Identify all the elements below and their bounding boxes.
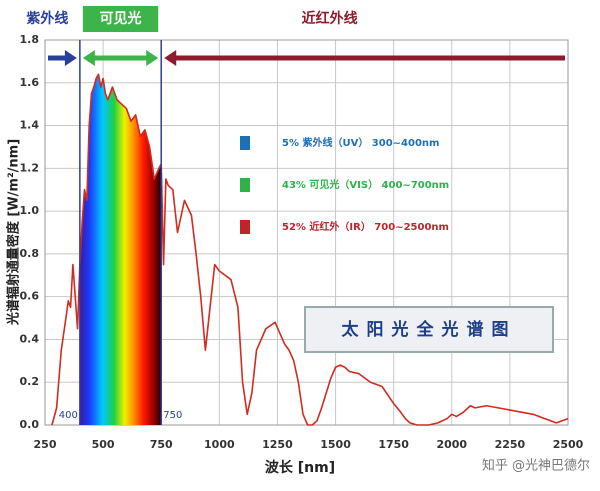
- x-tick-label: 500: [92, 438, 115, 451]
- y-tick-label: 1.0: [20, 204, 40, 217]
- x-tick-label: 750: [150, 438, 173, 451]
- x-tick-label: 1000: [204, 438, 235, 451]
- y-tick-label: 0.6: [20, 290, 40, 303]
- band-label: 近红外线: [302, 10, 358, 27]
- x-tick-label: 1250: [262, 438, 293, 451]
- band: 紫外线: [26, 10, 77, 66]
- y-tick-label: 1.4: [20, 119, 40, 132]
- y-tick-label: 1.6: [20, 76, 40, 89]
- y-tick-label: 0.2: [20, 375, 40, 388]
- legend-swatch: [240, 220, 250, 234]
- x-axis-label: 波长 [nm]: [265, 459, 335, 476]
- band-arrow-head: [164, 50, 177, 66]
- legend-text: 52% 近红外（IR） 700~2500nm: [282, 220, 449, 233]
- band: 可见光: [82, 6, 159, 66]
- plot: [51, 40, 569, 426]
- band-label-bg: [82, 6, 159, 32]
- legend-swatch: [240, 178, 250, 192]
- legend-text: 5% 紫外线（UV） 300~400nm: [282, 136, 439, 149]
- y-tick-label: 1.2: [20, 161, 40, 174]
- chart-title: 太阳光全光谱图: [342, 319, 517, 340]
- y-tick-label: 0.0: [20, 418, 40, 431]
- plot-frame: [44, 39, 569, 426]
- title-box: [304, 306, 554, 353]
- x-tick-label: 250: [34, 438, 57, 451]
- band-arrow-head: [82, 50, 95, 66]
- x-tick-label: 2250: [495, 438, 526, 451]
- x-tick-label: 2000: [436, 438, 467, 451]
- marker-label: 750: [163, 410, 182, 421]
- band: 近红外线: [164, 10, 565, 66]
- x-tick-label: 1500: [320, 438, 351, 451]
- legend-swatch: [240, 136, 250, 150]
- band-arrow-head: [64, 50, 77, 66]
- band-label: 可见光: [100, 10, 142, 27]
- watermark: 知乎 @光神巴德尔: [482, 458, 590, 474]
- y-tick-label: 1.8: [20, 33, 40, 46]
- y-tick-label: 0.8: [20, 247, 40, 260]
- spectrum-line: [51, 73, 569, 426]
- marker-label: 400: [59, 410, 78, 421]
- band-arrow-head: [146, 50, 159, 66]
- x-tick-label: 2500: [553, 438, 584, 451]
- band-label: 紫外线: [26, 10, 68, 27]
- y-axis-label: 光谱辐射通量密度 [W/m²/nm]: [6, 139, 22, 326]
- x-tick-label: 1750: [378, 438, 409, 451]
- y-tick-label: 0.4: [20, 332, 40, 345]
- legend-text: 43% 可见光（VIS） 400~700nm: [282, 178, 449, 191]
- visible-spectrum-fill: [79, 74, 162, 425]
